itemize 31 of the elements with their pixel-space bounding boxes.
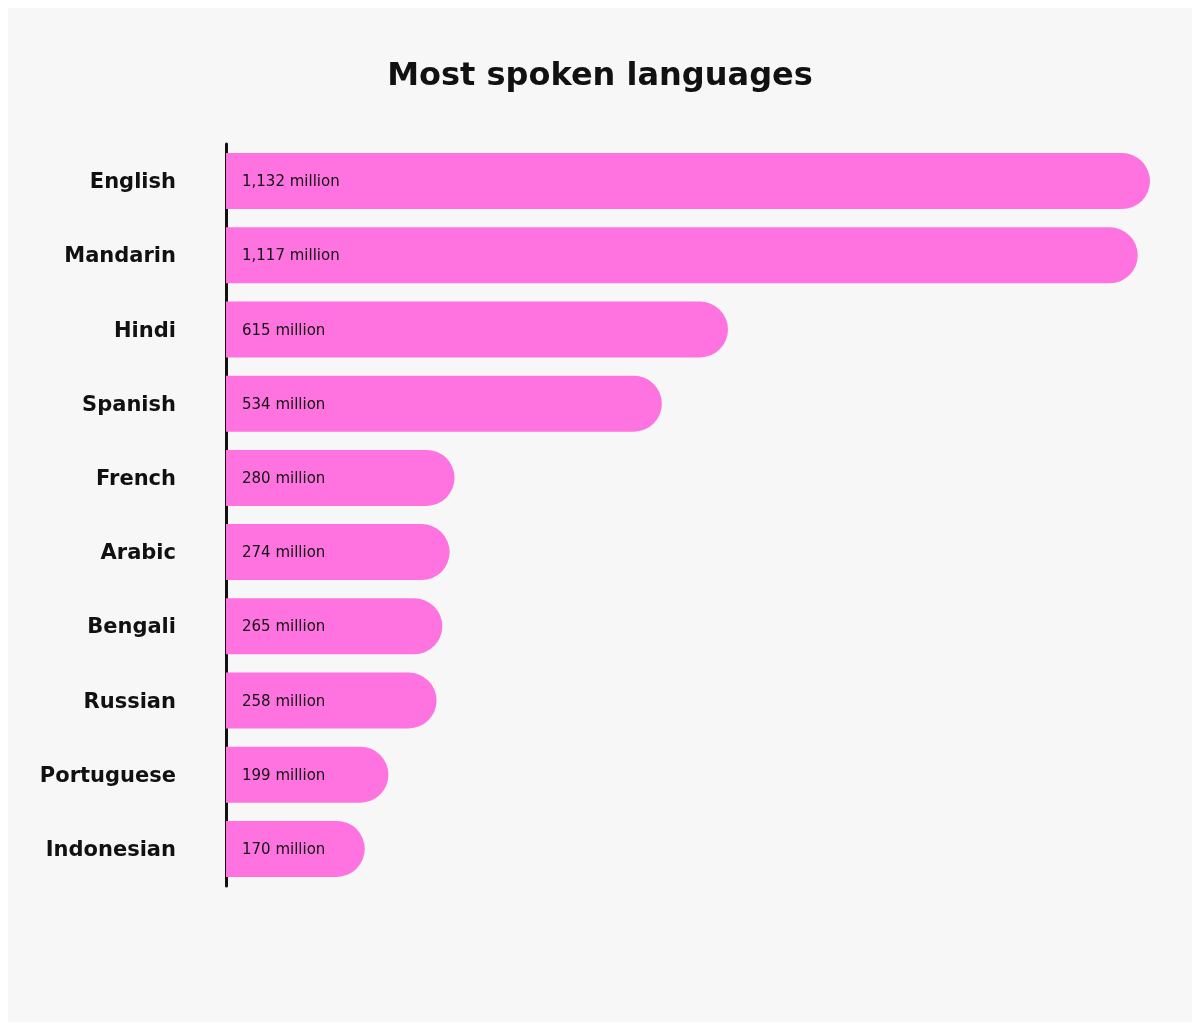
data-label: 534 million [242, 394, 326, 413]
data-label: 1,132 million [242, 172, 340, 191]
y-tick-label: Arabic [100, 540, 176, 565]
data-label: 615 million [242, 320, 326, 339]
y-tick-label: Indonesian [45, 836, 176, 861]
data-label: 265 million [242, 617, 326, 636]
bar [226, 153, 1150, 210]
data-label: 1,117 million [242, 246, 340, 265]
y-tick-label: Spanish [82, 391, 176, 416]
y-tick-label: English [89, 169, 176, 194]
chart-title: Most spoken languages [387, 55, 813, 93]
bar [226, 301, 728, 358]
bar [226, 375, 662, 432]
data-label: 258 million [242, 691, 326, 710]
y-tick-label: Bengali [87, 614, 176, 639]
bar [226, 598, 443, 655]
data-label: 170 million [242, 839, 326, 858]
data-label: 274 million [242, 543, 326, 562]
data-label: 280 million [242, 468, 326, 487]
bar [226, 524, 450, 581]
bar [226, 227, 1138, 284]
bar [226, 820, 365, 877]
y-tick-label: French [96, 465, 176, 490]
y-tick-label: Hindi [114, 317, 176, 342]
data-label: 199 million [242, 765, 326, 784]
y-tick-label: Mandarin [64, 243, 176, 268]
y-tick-label: Portuguese [39, 762, 176, 787]
bar [226, 672, 437, 729]
y-tick-label: Russian [83, 688, 176, 713]
bar [226, 746, 389, 803]
bar [226, 449, 455, 506]
